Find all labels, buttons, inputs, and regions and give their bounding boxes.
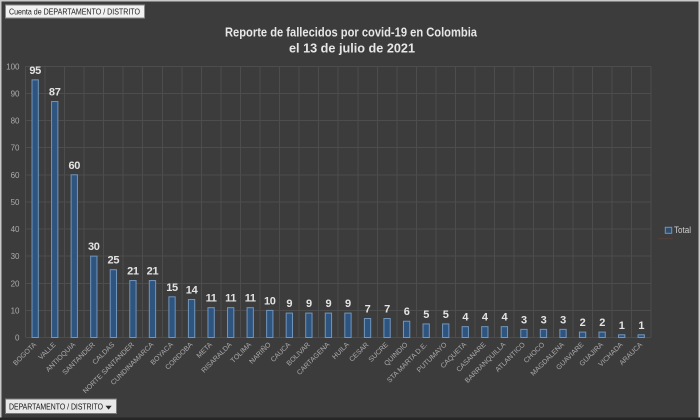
svg-text:3: 3: [560, 314, 566, 326]
svg-text:40: 40: [11, 225, 20, 234]
svg-text:21: 21: [127, 266, 139, 278]
svg-text:11: 11: [206, 293, 217, 305]
svg-text:3: 3: [521, 314, 527, 326]
svg-text:el 13 de julio de 2021: el 13 de julio de 2021: [289, 42, 415, 56]
svg-text:15: 15: [166, 282, 178, 294]
svg-text:Cuenta de DEPARTAMENTO / DISTR: Cuenta de DEPARTAMENTO / DISTRITO: [9, 7, 140, 17]
svg-text:95: 95: [29, 65, 41, 77]
svg-text:7: 7: [365, 304, 371, 316]
svg-text:6: 6: [404, 306, 410, 318]
svg-text:5: 5: [443, 309, 449, 321]
svg-text:9: 9: [286, 298, 292, 310]
svg-text:0: 0: [15, 334, 20, 343]
svg-text:60: 60: [11, 171, 20, 180]
svg-text:30: 30: [88, 241, 100, 253]
svg-text:2: 2: [599, 317, 605, 329]
svg-text:2: 2: [580, 317, 586, 329]
svg-text:3: 3: [541, 314, 547, 326]
svg-text:DEPARTAMENTO / DISTRITO: DEPARTAMENTO / DISTRITO: [9, 403, 103, 412]
svg-text:70: 70: [11, 144, 20, 153]
svg-text:9: 9: [326, 298, 332, 310]
svg-text:87: 87: [49, 87, 61, 99]
svg-text:Reporte de fallecidos por covi: Reporte de fallecidos por covid-19 en Co…: [225, 26, 478, 40]
svg-text:50: 50: [11, 198, 20, 207]
svg-text:11: 11: [225, 293, 236, 305]
svg-text:14: 14: [186, 285, 199, 297]
svg-text:7: 7: [384, 304, 390, 316]
svg-text:4: 4: [482, 312, 489, 324]
svg-text:30: 30: [11, 252, 20, 261]
svg-text:21: 21: [147, 266, 159, 278]
svg-text:10: 10: [11, 306, 20, 315]
svg-text:60: 60: [68, 160, 80, 172]
svg-text:1: 1: [638, 320, 644, 332]
svg-text:9: 9: [345, 298, 351, 310]
svg-text:25: 25: [108, 255, 120, 267]
svg-text:80: 80: [11, 117, 20, 126]
svg-text:100: 100: [6, 62, 20, 71]
svg-text:1: 1: [619, 320, 625, 332]
svg-text:Total: Total: [674, 225, 691, 235]
svg-text:9: 9: [306, 298, 312, 310]
svg-text:4: 4: [501, 312, 508, 324]
svg-text:90: 90: [11, 89, 20, 98]
svg-text:10: 10: [264, 295, 276, 307]
svg-text:20: 20: [11, 279, 20, 288]
svg-text:11: 11: [245, 293, 256, 305]
svg-text:5: 5: [423, 309, 429, 321]
svg-text:4: 4: [462, 312, 469, 324]
